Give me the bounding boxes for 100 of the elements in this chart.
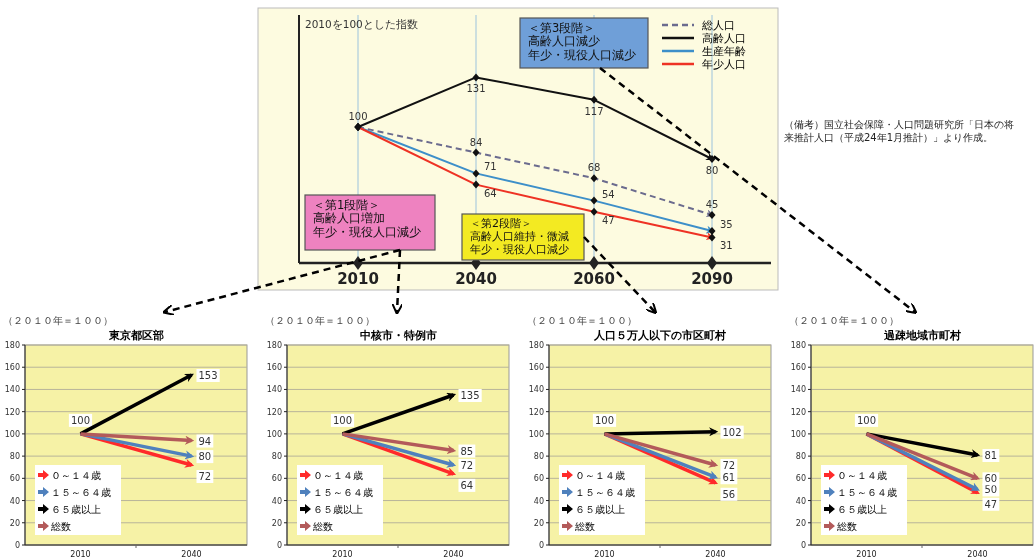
legend-label: ０～１４歳 — [313, 470, 363, 481]
legend-label: １５～６４歳 — [51, 487, 111, 498]
data-label: 45 — [705, 199, 719, 210]
y-tick-label: 160 — [528, 363, 544, 373]
data-label: 54 — [602, 188, 615, 200]
data-label: 102 — [722, 426, 742, 438]
legend-label: 総数 — [574, 521, 595, 532]
chart-subtitle: （２０１０年＝１００） — [265, 315, 375, 326]
data-label: 68 — [587, 162, 601, 174]
annotation: ＜第3段階＞ — [528, 20, 596, 35]
y-tick-label: 180 — [790, 341, 806, 350]
data-label: 80 — [705, 165, 719, 176]
chart-subtitle: （２０１０年＝１００） — [789, 315, 899, 326]
y-tick-label: 20 — [271, 518, 282, 528]
y-tick-label: 140 — [790, 385, 806, 395]
x-tick-label: 2040 — [705, 550, 726, 559]
y-tick-label: 140 — [266, 385, 282, 395]
y-tick-label: 160 — [266, 363, 282, 373]
legend-label: ０～１４歳 — [575, 470, 625, 481]
data-label: 72 — [722, 460, 736, 471]
y-tick-label: 180 — [266, 341, 282, 350]
annotation: 年少・現役人口減少 — [528, 47, 636, 62]
x-tick-label: 2010 — [337, 270, 379, 288]
y-tick-label: 160 — [790, 363, 806, 373]
legend-label: ６５歳以上 — [51, 504, 101, 515]
y-tick-label: 180 — [528, 341, 544, 350]
point — [590, 95, 598, 104]
data-label: 100 — [594, 414, 615, 426]
y-tick-label: 0 — [14, 541, 20, 550]
data-label: 100 — [348, 111, 368, 122]
chart-title: 過疎地域市町村 — [882, 329, 961, 342]
legend-label: 生産年齢 — [702, 45, 746, 57]
y-tick-label: 0 — [800, 541, 806, 550]
y-tick-label: 180 — [4, 341, 20, 350]
x-tick-label: 2090 — [691, 270, 733, 288]
y-tick-label: 120 — [528, 407, 544, 417]
y-tick-label: 100 — [266, 429, 282, 439]
y-tick-label: 80 — [795, 452, 806, 462]
data-label: 56 — [722, 488, 736, 500]
annotation: 年少・現役人口減少 — [313, 224, 421, 239]
data-label: 60 — [984, 473, 998, 485]
annotation: 高齢人口減少 — [528, 34, 600, 48]
legend-label: 総数 — [312, 521, 333, 532]
data-label: 81 — [984, 450, 998, 461]
legend-label: １５～６４歳 — [837, 487, 897, 498]
chart-title: 人口５万人以下の市区町村 — [593, 329, 726, 342]
y-tick-label: 60 — [9, 474, 20, 484]
legend-label: １５～６４歳 — [575, 487, 635, 498]
y-tick-label: 100 — [4, 429, 20, 439]
y-tick-label: 0 — [276, 541, 282, 550]
annotation: ＜第2段階＞ — [470, 217, 532, 230]
x-tick-label: 2010 — [856, 550, 877, 559]
data-label: 84 — [469, 136, 483, 148]
y-tick-label: 120 — [266, 407, 282, 417]
data-label: 80 — [198, 451, 212, 463]
x-tick-label: 2060 — [573, 270, 615, 288]
data-label: 35 — [720, 219, 733, 230]
point — [472, 73, 480, 82]
data-label: 47 — [984, 498, 998, 510]
y-tick-label: 40 — [9, 496, 20, 506]
legend-label: ０～１４歳 — [51, 470, 101, 481]
data-label: 50 — [984, 484, 998, 496]
y-tick-label: 60 — [533, 474, 544, 484]
y-tick-label: 80 — [271, 452, 282, 462]
data-label: 100 — [332, 414, 353, 426]
data-label: 135 — [460, 390, 480, 401]
y-tick-label: 60 — [795, 474, 806, 484]
data-label: 61 — [722, 472, 736, 484]
legend-label: 総数 — [50, 521, 71, 532]
y-axis-title: 2010を100とした指数 — [305, 18, 418, 30]
legend-label: １５～６４歳 — [313, 487, 373, 498]
y-tick-label: 40 — [795, 496, 806, 506]
y-tick-label: 20 — [533, 518, 544, 528]
chart-subtitle: （２０１０年＝１００） — [3, 315, 113, 326]
legend-label: ０～１４歳 — [837, 470, 887, 481]
y-tick-label: 140 — [4, 385, 20, 395]
x-tick-label: 2010 — [594, 550, 615, 559]
chart-title: 東京都区部 — [107, 329, 164, 342]
y-tick-label: 120 — [4, 407, 20, 417]
data-label: 71 — [484, 161, 497, 173]
x-tick-label: 2010 — [70, 550, 91, 559]
y-tick-label: 120 — [790, 407, 806, 417]
data-label: 131 — [466, 83, 486, 95]
y-tick-label: 160 — [4, 363, 20, 373]
y-tick-label: 0 — [538, 541, 544, 550]
annotation: 年少・現役人口減少 — [470, 243, 569, 256]
text: （備考）国立社会保障・人口問題研究所「日本の将来推計人口（平成24年1月推計）」より作成。 — [784, 119, 1014, 143]
y-tick-label: 100 — [528, 429, 544, 439]
y-tick-label: 40 — [271, 496, 282, 506]
data-label: 117 — [584, 105, 604, 117]
data-label: 47 — [602, 214, 615, 226]
data-label: 153 — [198, 370, 218, 381]
y-tick-label: 40 — [533, 496, 544, 506]
legend-label: 年少人口 — [702, 58, 746, 70]
y-tick-label: 20 — [795, 518, 806, 528]
y-tick-label: 60 — [271, 474, 282, 484]
data-label: 100 — [856, 414, 877, 426]
data-label: 64 — [460, 479, 474, 491]
y-tick-label: 80 — [533, 452, 544, 462]
x-tick-label: 2040 — [967, 550, 988, 559]
